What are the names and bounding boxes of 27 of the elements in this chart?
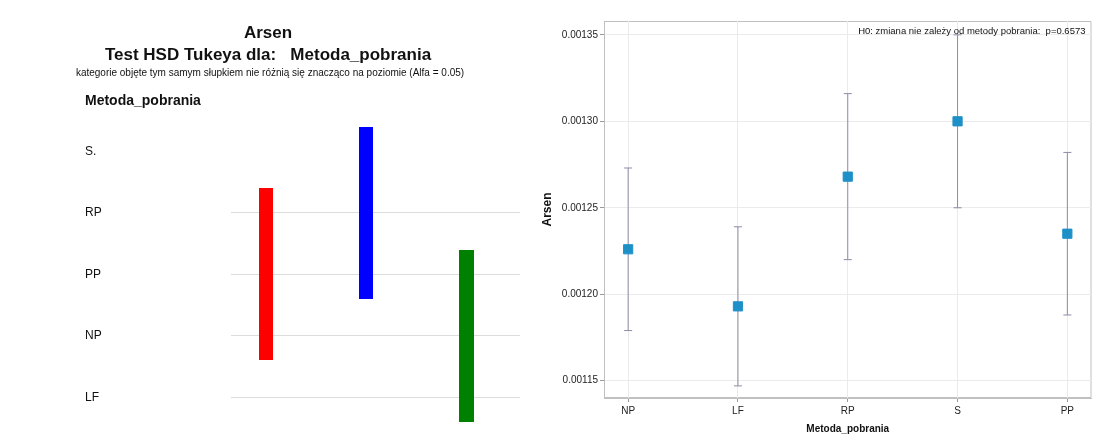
x-tick-label: NP	[621, 404, 636, 416]
y-tick-label: 0.00115	[562, 374, 599, 386]
point	[952, 116, 963, 127]
text: Arsen	[243, 23, 293, 43]
point	[732, 301, 744, 312]
point	[1062, 228, 1073, 239]
y-tick-label: 0.00135	[561, 28, 599, 40]
x-axis-title: Metoda_pobrania	[806, 422, 890, 434]
x-tick-label: PP	[1060, 404, 1075, 416]
annotation: H0: zmiana nie zależy od metody pobrania: p=0.6573	[858, 24, 1086, 36]
x-tick-label: RP	[840, 404, 856, 416]
text: RP	[85, 205, 102, 219]
text: S.	[85, 144, 97, 158]
text: NP	[85, 328, 102, 342]
text: kategorie objęte tym samym słupkiem nie różnią się znacząco na poziomie (Alfa = 0.05)	[75, 66, 465, 78]
text: LF	[85, 390, 100, 404]
text: Test HSD Tukeya dla: Metoda_pobrania	[104, 45, 432, 65]
x-tick-label: S	[954, 404, 962, 416]
y-tick-label: 0.00125	[561, 201, 599, 213]
y-tick-label: 0.00130	[561, 115, 599, 127]
text: PP	[85, 267, 102, 281]
x-tick-label: LF	[732, 404, 744, 416]
point	[623, 244, 634, 255]
y-axis-title: Arsen	[540, 192, 555, 227]
point	[842, 171, 853, 182]
text: Metoda_pobrania	[85, 92, 201, 108]
y-tick-label: 0.00120	[561, 287, 599, 299]
